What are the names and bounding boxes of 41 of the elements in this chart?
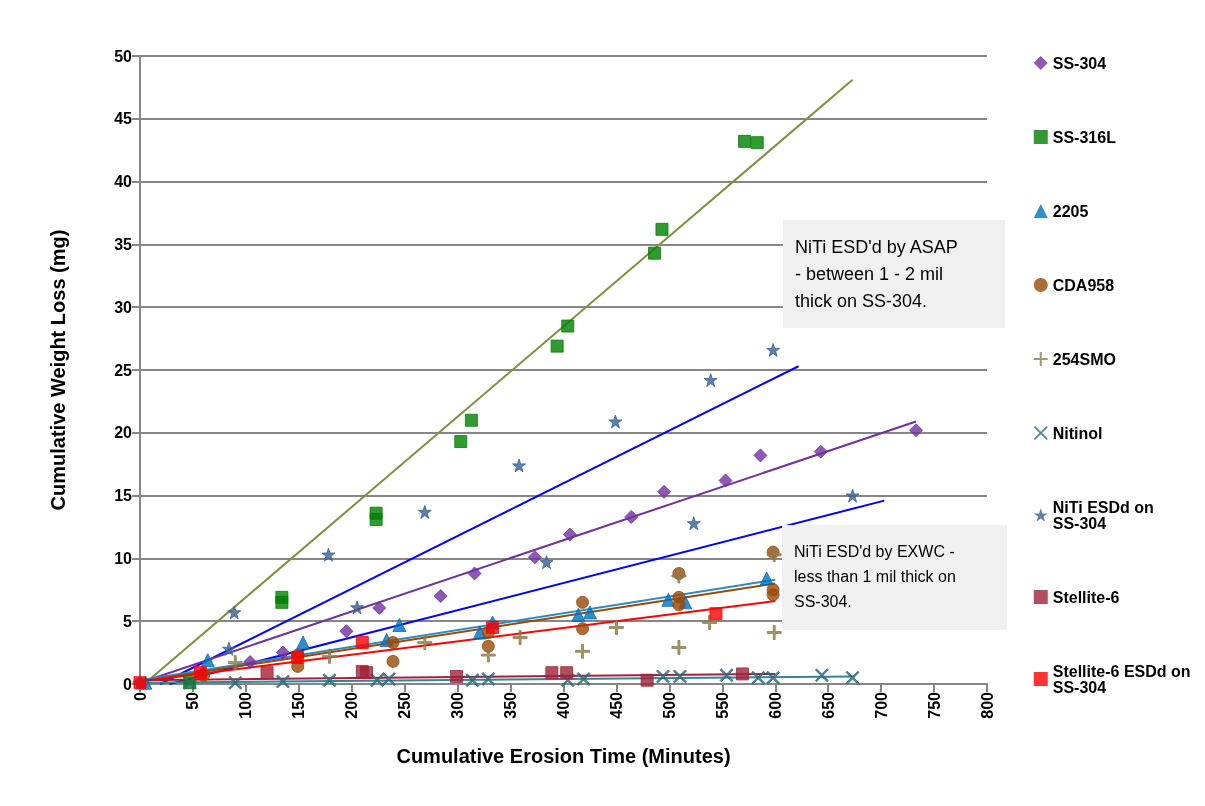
x-tick-label: 500	[660, 691, 678, 719]
legend-label: 254SMO	[1052, 350, 1116, 368]
x-tick-label: 400	[555, 691, 572, 719]
x-tick-label: 200	[343, 691, 361, 719]
x-tick-label: 800	[978, 691, 996, 719]
y-axis-title: Cumulative Weight Loss (mg)	[47, 229, 69, 511]
x-tick-label: 650	[819, 691, 837, 719]
y-tick-label: 25	[114, 361, 133, 379]
y-tick-label: 10	[114, 549, 133, 567]
note-box: NiTi ESD'd by ASAP - between 1 - 2 mil thick on SS-304.	[783, 220, 1005, 328]
legend-label: 2205	[1052, 202, 1089, 220]
x-axis-title: Cumulative Erosion Time (Minutes)	[396, 745, 731, 767]
legend-label: CDA958	[1052, 276, 1115, 294]
x-tick-label: 250	[396, 691, 414, 719]
y-tick-label: 45	[114, 110, 133, 128]
x-tick-label: 450	[607, 691, 625, 719]
x-tick-label: 550	[713, 691, 731, 719]
legend-label: Stellite-6 ESDd on SS-304	[1052, 662, 1196, 696]
y-tick-label: 40	[114, 173, 133, 191]
legend-label: NiTi ESDd on SS-304	[1052, 498, 1159, 532]
legend-label: SS-316L	[1052, 128, 1117, 146]
note-box: NiTi ESD'd by EXWC - less than 1 mil thick on SS-304.	[782, 525, 1007, 630]
y-tick-label: 50	[114, 47, 133, 65]
x-tick-label: 600	[766, 691, 784, 719]
y-tick-label: 5	[123, 612, 133, 630]
x-tick-label: 750	[925, 691, 943, 719]
legend-label: SS-304	[1052, 54, 1107, 72]
x-tick-label: 0	[131, 691, 149, 701]
y-tick-label: 30	[114, 298, 133, 316]
x-tick-label: 700	[872, 691, 890, 719]
x-tick-label: 50	[184, 691, 202, 710]
y-tick-label: 0	[123, 675, 133, 693]
x-tick-label: 350	[502, 691, 520, 719]
x-tick-label: 150	[290, 691, 308, 719]
legend-label: Nitinol	[1052, 424, 1103, 442]
y-tick-label: 35	[114, 235, 133, 253]
legend-label: Stellite-6	[1052, 588, 1120, 606]
x-tick-label: 100	[237, 691, 255, 719]
y-tick-label: 20	[114, 424, 133, 442]
y-tick-label: 15	[114, 487, 133, 505]
x-tick-label: 300	[449, 691, 467, 719]
